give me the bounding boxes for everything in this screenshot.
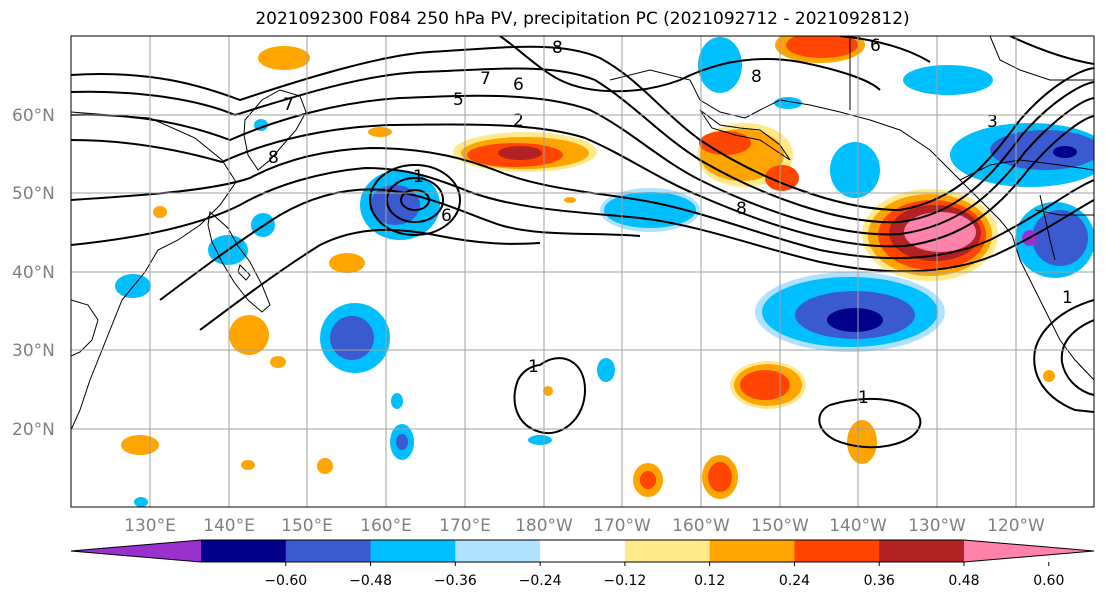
lat-label: 20°N bbox=[12, 420, 55, 440]
colorbar-tick-label: 0.36 bbox=[864, 573, 895, 589]
colorbar-segment bbox=[540, 540, 626, 562]
lon-label: 170°W bbox=[593, 516, 651, 536]
colorbar-segment bbox=[794, 540, 880, 562]
colorbar-segment bbox=[879, 540, 965, 562]
svg-text:5: 5 bbox=[453, 90, 464, 110]
svg-text:3: 3 bbox=[987, 112, 998, 132]
svg-text:6: 6 bbox=[441, 206, 452, 226]
lon-label: 160°W bbox=[672, 516, 730, 536]
lon-label: 150°W bbox=[751, 516, 809, 536]
lon-label: 120°W bbox=[987, 516, 1045, 536]
colorbar-tick-label: 0.24 bbox=[779, 573, 810, 589]
colorbar-segment bbox=[285, 540, 372, 562]
colorbar-tick-label: 0.12 bbox=[694, 573, 725, 589]
colorbar-tick-label: 0.48 bbox=[948, 573, 979, 589]
svg-text:8: 8 bbox=[552, 38, 563, 58]
lon-label: 130°W bbox=[908, 516, 966, 536]
lat-label: 50°N bbox=[12, 184, 55, 204]
lon-label: 130°E bbox=[124, 516, 176, 536]
svg-text:7: 7 bbox=[480, 69, 491, 89]
lon-label: 140°W bbox=[829, 516, 887, 536]
colorbar-tick-label: −0.60 bbox=[264, 573, 307, 589]
colorbar-segment bbox=[624, 540, 711, 562]
lat-label: 30°N bbox=[12, 341, 55, 361]
colorbar-tick-label: −0.36 bbox=[434, 573, 477, 589]
colorbar-extend-low bbox=[71, 540, 201, 562]
svg-text:2: 2 bbox=[513, 111, 524, 131]
svg-text:6: 6 bbox=[513, 75, 524, 95]
lon-label: 140°E bbox=[203, 516, 255, 536]
graticule bbox=[71, 36, 1094, 507]
colorbar-tick-label: −0.48 bbox=[349, 573, 392, 589]
colorbar-segment bbox=[455, 540, 541, 562]
colorbar-segment bbox=[709, 540, 795, 562]
lat-label: 60°N bbox=[12, 106, 55, 126]
lon-label: 160°E bbox=[360, 516, 412, 536]
svg-text:8: 8 bbox=[736, 199, 747, 219]
colorbar-extend-high bbox=[964, 540, 1094, 562]
lon-label: 180°W bbox=[515, 516, 573, 536]
map-title: 2021092300 F084 250 hPa PV, precipitatio… bbox=[255, 9, 910, 29]
colorbar-segment bbox=[370, 540, 456, 562]
colorbar-segment bbox=[201, 540, 287, 562]
svg-text:1: 1 bbox=[858, 388, 869, 408]
svg-text:1: 1 bbox=[413, 167, 424, 187]
map-frame bbox=[70, 35, 1095, 508]
pv-contours bbox=[71, 36, 1094, 449]
lat-label: 40°N bbox=[12, 263, 55, 283]
colorbar-tick-label: 0.60 bbox=[1033, 573, 1064, 589]
colorbar-tick-label: −0.24 bbox=[519, 573, 562, 589]
svg-text:1: 1 bbox=[1062, 288, 1073, 308]
lon-label: 150°E bbox=[281, 516, 333, 536]
latitude-labels: 60°N 50°N 40°N 30°N 20°N bbox=[12, 106, 55, 440]
colorbar-tick-label: −0.12 bbox=[603, 573, 646, 589]
colorbar: −0.60 −0.48 −0.36 −0.24 −0.12 0.12 0.24 0.36 0.4… bbox=[70, 539, 1095, 589]
svg-text:1: 1 bbox=[528, 357, 539, 377]
svg-text:8: 8 bbox=[751, 67, 762, 87]
contour-labels: 2 3 6 6 7 7 8 8 8 8 1 1 1 5 1 6 bbox=[268, 36, 1073, 408]
svg-text:6: 6 bbox=[870, 36, 881, 56]
colorbar-outline bbox=[70, 539, 1095, 563]
lon-label: 170°E bbox=[439, 516, 491, 536]
longitude-labels: 130°E 140°E 150°E 160°E 170°E 180°W 170°… bbox=[124, 516, 1045, 536]
svg-text:7: 7 bbox=[283, 95, 294, 115]
svg-text:8: 8 bbox=[268, 148, 279, 168]
